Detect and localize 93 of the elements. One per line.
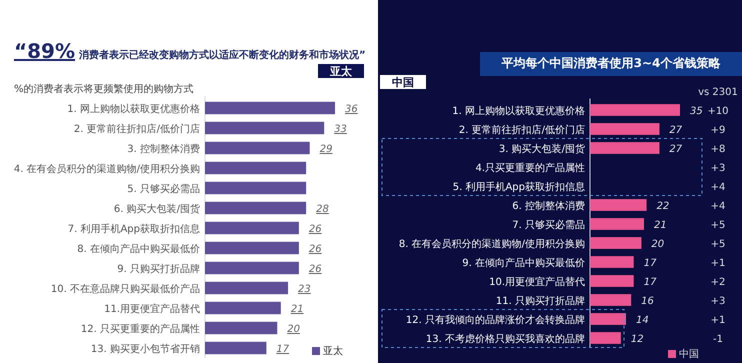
text: +3 [710,296,726,307]
y-tick-label: 5. 利用手机App获取折扣信息 [452,181,585,193]
text: +2 [710,277,726,288]
text: +10 [707,106,729,117]
y-tick-label: 3. 控制整体消费 [127,143,200,155]
bar [205,102,335,114]
bar [205,222,299,234]
text: vs 2301 [698,87,738,98]
y-tick-label: 6. 购买大包装/囤货 [114,203,200,215]
y-tick-label: 11.用更便宜产品替代 [104,303,200,315]
bar [590,332,621,344]
bar [205,282,288,294]
data-label: 16 [641,296,654,307]
y-tick-label: 12. 只买更重要的产品属性 [80,323,200,335]
text: +4 [710,182,726,193]
y-tick-label: 7. 只够买必需品 [512,219,585,231]
y-tick-label: 13. 不考虑价格只购买我喜欢的品牌 [426,333,585,345]
data-label: 17 [276,344,290,355]
data-label: 20 [287,324,300,335]
bar [590,199,647,211]
y-tick-label: 5. 只够买必需品 [127,183,200,195]
y-tick-label: 2. 更常前往折扣店/低价门店 [74,123,200,135]
y-tick-label: 8. 在倾向产品中购买最低价 [77,243,200,255]
data-label: 35 [690,106,703,117]
data-label: 17 [644,277,658,288]
data-label: 21 [654,220,667,231]
y-tick-label: 1. 网上购物以获取更优惠价格 [452,105,585,117]
data-label: 17 [644,258,658,269]
y-tick-label: 4. 在有会员积分的渠道购物/使用积分换购 [14,163,200,175]
data-label: 36 [345,104,358,115]
text: -1 [713,334,723,345]
y-tick-label: 13. 购买更小包节省开销 [90,343,200,355]
text: +5 [710,220,726,231]
text: +9 [710,125,726,136]
y-tick-label: 11. 只购买打折品牌 [496,295,585,307]
chart-title: 平均每个中国消费者使用3~4个省钱策略 [500,56,722,70]
text: 中国 [392,76,414,89]
bar [205,202,306,214]
y-tick-label: 8. 在有会员积分的渠道购物/使用积分换购 [398,238,585,250]
bar [205,142,310,154]
data-label: 14 [636,315,649,326]
data-label: 27 [669,125,683,136]
bar [590,123,660,135]
y-tick-label: 10.用更便宜产品替代 [489,276,585,288]
y-tick-label: 4.只买更重要的产品属性 [475,162,585,174]
bar [590,237,642,249]
bar [205,122,324,134]
data-label: 12 [630,334,644,345]
data-label: 20 [651,239,664,250]
text: +3 [710,163,726,174]
bar [205,182,306,194]
bar [590,256,634,268]
bar [590,142,660,154]
bar [205,242,299,254]
y-tick-label: 10. 不在意品牌只购买最低价产品 [50,283,200,295]
y-tick-label: 3. 购买大包装/囤货 [498,143,585,155]
bar [590,104,680,116]
data-label: 28 [316,204,329,215]
bar [590,275,634,287]
bar [590,218,644,230]
text: 亚太 [329,65,353,78]
y-tick-label: 1. 网上购物以获取更优惠价格 [67,103,200,115]
text: +1 [710,315,726,326]
bar [205,262,299,274]
bar [205,342,266,354]
y-tick-label: 9. 在倾向产品中购买最低价 [462,257,585,269]
y-tick-label: 7. 利用手机App获取折扣信息 [68,223,200,235]
text: +5 [710,239,726,250]
bar [205,322,278,334]
legend-label: 亚太 [323,345,343,357]
data-label: 22 [656,201,670,212]
text: +1 [710,258,726,269]
bar [205,302,281,314]
data-label: 26 [308,264,322,275]
y-tick-label: 9. 只购买打折品牌 [117,263,200,275]
y-tick-label: 6. 控制整体消费 [512,200,585,212]
y-tick-label: 2. 更常前往折扣店/低价门店 [458,124,585,136]
data-label: 23 [298,284,311,295]
text: %的消费者表示将更频繁使用的购物方式 [14,83,194,95]
data-label: 26 [308,244,322,255]
data-label: 26 [308,224,322,235]
legend-label: 中国 [679,348,699,360]
data-label: 27 [669,144,683,155]
bar [590,313,626,325]
text: +8 [710,144,726,155]
data-label: 29 [320,144,332,155]
data-label: 33 [334,124,347,135]
bar [590,294,632,306]
bar [205,162,306,174]
text: +4 [710,201,726,212]
y-tick-label: 12. 只有我倾向的品牌涨价才会转换品牌 [406,314,585,326]
chart-title: “89% 消费者表示已经改变购物方式以适应不断变化的财务和市场状况” [14,39,366,63]
data-label: 21 [290,304,304,315]
